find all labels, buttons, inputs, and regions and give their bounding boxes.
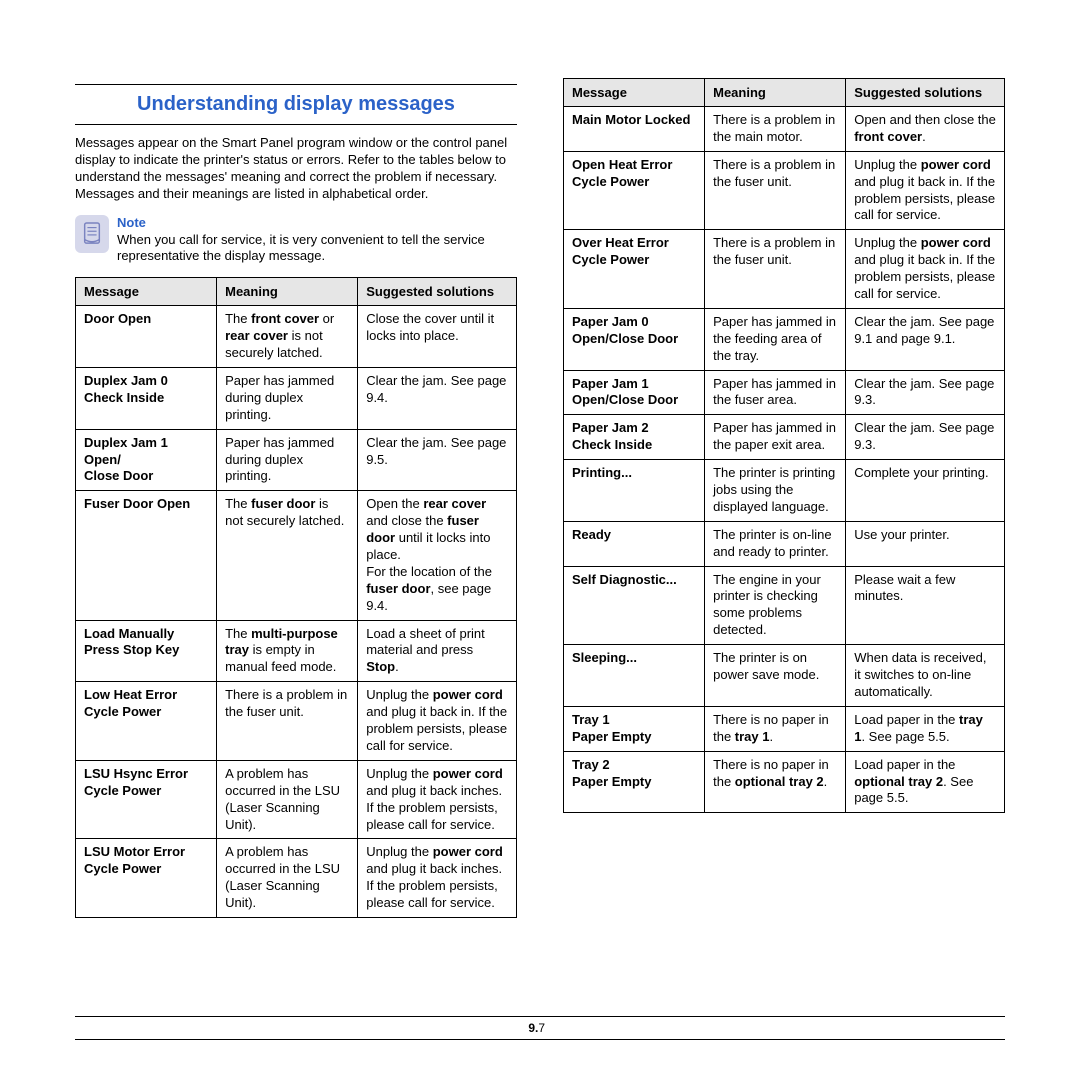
table-row: ReadyThe printer is on-line and ready to… <box>564 521 1005 566</box>
table-row: Load ManuallyPress Stop KeyThe multi-pur… <box>76 620 517 682</box>
cell-sol: Clear the jam. See page 9.4. <box>358 368 517 430</box>
note-label: Note <box>117 215 517 230</box>
th-meaning: Meaning <box>705 79 846 107</box>
cell-msg: Paper Jam 0Open/Close Door <box>564 308 705 370</box>
cell-meaning: There is a problem in the fuser unit. <box>705 230 846 309</box>
cell-msg: Duplex Jam 0Check Inside <box>76 368 217 430</box>
table-row: Paper Jam 0Open/Close DoorPaper has jamm… <box>564 308 1005 370</box>
page-footer: 9.7 <box>75 1016 1005 1040</box>
table-row: Duplex Jam 0Check InsidePaper has jammed… <box>76 368 517 430</box>
table-row: Over Heat ErrorCycle PowerThere is a pro… <box>564 230 1005 309</box>
cell-sol: Complete your printing. <box>846 460 1005 522</box>
cell-msg: Over Heat ErrorCycle Power <box>564 230 705 309</box>
cell-sol: Clear the jam. See page 9.1 and page 9.1… <box>846 308 1005 370</box>
cell-msg: Fuser Door Open <box>76 491 217 620</box>
th-solutions: Suggested solutions <box>846 79 1005 107</box>
table-row: Self Diagnostic...The engine in your pri… <box>564 566 1005 645</box>
cell-msg: LSU Hsync ErrorCycle Power <box>76 760 217 839</box>
cell-meaning: Paper has jammed in the paper exit area. <box>705 415 846 460</box>
cell-sol: Unplug the power cord and plug it back i… <box>846 151 1005 230</box>
table-row: Printing...The printer is printing jobs … <box>564 460 1005 522</box>
cell-sol: Use your printer. <box>846 521 1005 566</box>
cell-msg: Ready <box>564 521 705 566</box>
table-row: LSU Motor ErrorCycle PowerA problem has … <box>76 839 517 918</box>
cell-meaning: The printer is printing jobs using the d… <box>705 460 846 522</box>
cell-sol: Unplug the power cord and plug it back i… <box>358 760 517 839</box>
cell-sol: Please wait a few minutes. <box>846 566 1005 645</box>
table-row: Main Motor LockedThere is a problem in t… <box>564 107 1005 152</box>
cell-meaning: The printer is on-line and ready to prin… <box>705 521 846 566</box>
cell-msg: Paper Jam 1Open/Close Door <box>564 370 705 415</box>
cell-meaning: Paper has jammed in the fuser area. <box>705 370 846 415</box>
table-row: Open Heat ErrorCycle PowerThere is a pro… <box>564 151 1005 230</box>
table-row: LSU Hsync ErrorCycle PowerA problem has … <box>76 760 517 839</box>
cell-msg: Main Motor Locked <box>564 107 705 152</box>
cell-sol: When data is received, it switches to on… <box>846 645 1005 707</box>
cell-meaning: A problem has occurred in the LSU (Laser… <box>217 839 358 918</box>
cell-msg: Open Heat ErrorCycle Power <box>564 151 705 230</box>
cell-msg: Tray 1Paper Empty <box>564 706 705 751</box>
cell-meaning: There is no paper in the optional tray 2… <box>705 751 846 813</box>
cell-meaning: There is a problem in the fuser unit. <box>217 682 358 761</box>
note-icon <box>75 215 109 253</box>
cell-sol: Open and then close the front cover. <box>846 107 1005 152</box>
table-row: Tray 2Paper EmptyThere is no paper in th… <box>564 751 1005 813</box>
cell-msg: Tray 2Paper Empty <box>564 751 705 813</box>
messages-table-right: Message Meaning Suggested solutions Main… <box>563 78 1005 813</box>
cell-sol: Load a sheet of print material and press… <box>358 620 517 682</box>
cell-meaning: Paper has jammed during duplex printing. <box>217 368 358 430</box>
cell-meaning: Paper has jammed during duplex printing. <box>217 429 358 491</box>
cell-sol: Clear the jam. See page 9.5. <box>358 429 517 491</box>
cell-msg: LSU Motor ErrorCycle Power <box>76 839 217 918</box>
table-row: Tray 1Paper EmptyThere is no paper in th… <box>564 706 1005 751</box>
table-row: Paper Jam 2Check InsidePaper has jammed … <box>564 415 1005 460</box>
cell-meaning: Paper has jammed in the feeding area of … <box>705 308 846 370</box>
cell-meaning: The engine in your printer is checking s… <box>705 566 846 645</box>
cell-meaning: The fuser door is not securely latched. <box>217 491 358 620</box>
right-column: Message Meaning Suggested solutions Main… <box>563 78 1005 918</box>
cell-sol: Clear the jam. See page 9.3. <box>846 370 1005 415</box>
table-row: Low Heat ErrorCycle PowerThere is a prob… <box>76 682 517 761</box>
cell-msg: Sleeping... <box>564 645 705 707</box>
intro-text: Messages appear on the Smart Panel progr… <box>75 135 517 203</box>
cell-sol: Open the rear cover and close the fuser … <box>358 491 517 620</box>
messages-table-left: Message Meaning Suggested solutions Door… <box>75 277 517 918</box>
cell-sol: Unplug the power cord and plug it back i… <box>358 839 517 918</box>
th-message: Message <box>76 278 217 306</box>
cell-meaning: The printer is on power save mode. <box>705 645 846 707</box>
cell-meaning: There is no paper in the tray 1. <box>705 706 846 751</box>
cell-sol: Load paper in the optional tray 2. See p… <box>846 751 1005 813</box>
cell-msg: Printing... <box>564 460 705 522</box>
th-solutions: Suggested solutions <box>358 278 517 306</box>
cell-sol: Unplug the power cord and plug it back i… <box>358 682 517 761</box>
cell-sol: Clear the jam. See page 9.3. <box>846 415 1005 460</box>
cell-meaning: The front cover or rear cover is not sec… <box>217 306 358 368</box>
table-row: Paper Jam 1Open/Close DoorPaper has jamm… <box>564 370 1005 415</box>
cell-meaning: A problem has occurred in the LSU (Laser… <box>217 760 358 839</box>
cell-msg: Low Heat ErrorCycle Power <box>76 682 217 761</box>
cell-sol: Close the cover until it locks into plac… <box>358 306 517 368</box>
table-row: Door OpenThe front cover or rear cover i… <box>76 306 517 368</box>
cell-meaning: The multi-purpose tray is empty in manua… <box>217 620 358 682</box>
page-number: 9. <box>528 1021 538 1035</box>
cell-msg: Duplex Jam 1 Open/Close Door <box>76 429 217 491</box>
th-meaning: Meaning <box>217 278 358 306</box>
cell-msg: Load ManuallyPress Stop Key <box>76 620 217 682</box>
cell-sol: Unplug the power cord and plug it back i… <box>846 230 1005 309</box>
table-row: Fuser Door OpenThe fuser door is not sec… <box>76 491 517 620</box>
cell-sol: Load paper in the tray 1. See page 5.5. <box>846 706 1005 751</box>
th-message: Message <box>564 79 705 107</box>
left-column: Understanding display messages Messages … <box>75 78 517 918</box>
cell-msg: Paper Jam 2Check Inside <box>564 415 705 460</box>
table-row: Sleeping...The printer is on power save … <box>564 645 1005 707</box>
note-text: When you call for service, it is very co… <box>117 232 517 266</box>
cell-msg: Door Open <box>76 306 217 368</box>
note-block: Note When you call for service, it is ve… <box>75 215 517 266</box>
page-title: Understanding display messages <box>75 84 517 125</box>
page-number-minor: 7 <box>538 1021 545 1035</box>
cell-meaning: There is a problem in the fuser unit. <box>705 151 846 230</box>
table-row: Duplex Jam 1 Open/Close DoorPaper has ja… <box>76 429 517 491</box>
cell-meaning: There is a problem in the main motor. <box>705 107 846 152</box>
cell-msg: Self Diagnostic... <box>564 566 705 645</box>
